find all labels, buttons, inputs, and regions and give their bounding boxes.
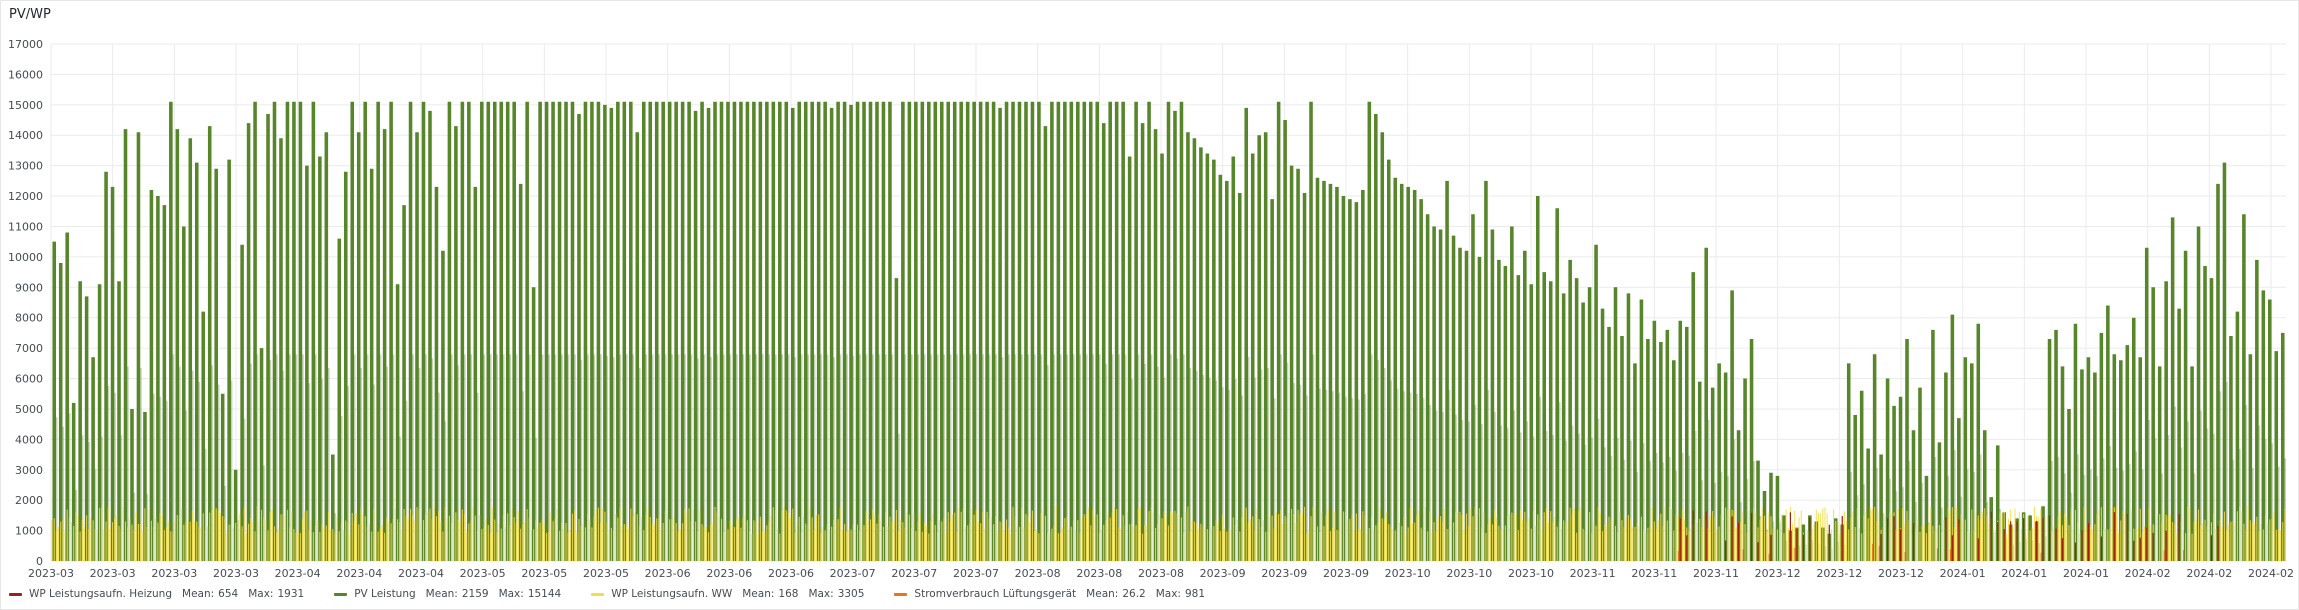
x-tick-label: 2024-02 [2248,567,2294,580]
legend-series-name: PV Leistung [354,588,416,600]
legend-max-label: Max: [248,588,274,600]
x-tick-label: 2023-12 [1816,567,1862,580]
y-tick-label: 13000 [8,160,43,173]
legend-max-label: Max: [498,588,524,600]
y-tick-label: 8000 [15,312,43,325]
legend-swatch [334,592,348,596]
x-tick-label: 2024-01 [2063,567,2109,580]
x-tick-label: 2023-07 [830,567,876,580]
x-tick-label: 2023-03 [213,567,259,580]
x-tick-label: 2024-01 [2001,567,2047,580]
legend-series-name: WP Leistungsaufn. WW [611,588,733,600]
legend-mean-label: Mean: [742,588,775,600]
y-tick-label: 10000 [8,251,43,264]
x-tick-label: 2023-05 [583,567,629,580]
x-tick-label: 2023-08 [1076,567,1122,580]
y-tick-label: 17000 [8,38,43,51]
x-tick-label: 2023-06 [706,567,752,580]
x-tick-label: 2023-10 [1508,567,1554,580]
y-tick-label: 2000 [15,494,43,507]
legend-max-label: Max: [808,588,834,600]
x-tick-label: 2024-01 [1940,567,1986,580]
chart-plot[interactable]: 0 1000 2000 3000 4000 5000 6000 7000 8000 9000 100… [1,1,2299,585]
x-tick-label: 2023-10 [1385,567,1431,580]
x-tick-label: 2024-02 [2125,567,2171,580]
y-tick-label: 12000 [8,190,43,203]
legend-swatch [9,592,22,596]
y-tick-label: 16000 [8,68,43,81]
series-pv-leistung [52,101,2287,561]
legend-mean-label: Mean: [425,588,458,600]
legend-max-value: 15144 [527,588,562,600]
y-tick-label: 11000 [8,220,43,233]
legend-item[interactable]: Stromverbrauch Lüftungsgerät Mean: 26.2 Max… [894,588,1215,600]
x-tick-label: 2023-07 [953,567,999,580]
x-tick-label: 2023-11 [1570,567,1616,580]
y-tick-label: 5000 [15,403,43,416]
x-tick-label: 2023-12 [1755,567,1801,580]
legend-max-value: 981 [1184,588,1206,600]
x-axis: 2023-03 2023-03 2023-03 2023-03 2023-04 2023-… [28,567,2294,580]
y-tick-label: 9000 [15,281,43,294]
y-tick-label: 14000 [8,129,43,142]
x-tick-label: 2023-09 [1261,567,1307,580]
y-tick-label: 1000 [15,525,43,538]
legend: WP Leistungsaufn. Heizung Mean: 654 Max: 193… [9,586,1235,602]
legend-swatch [591,592,605,596]
x-tick-label: 2023-11 [1631,567,1677,580]
legend-series-name: WP Leistungsaufn. Heizung [29,588,173,600]
legend-swatch [894,592,908,596]
legend-mean-value: 26.2 [1122,588,1146,600]
y-tick-label: 15000 [8,99,43,112]
legend-mean-value: 2159 [461,588,489,600]
legend-item[interactable]: WP Leistungsaufn. Heizung Mean: 654 Max: 193… [9,588,314,600]
legend-max-value: 3305 [837,588,865,600]
x-tick-label: 2023-04 [398,567,444,580]
y-tick-label: 7000 [15,342,43,355]
x-tick-label: 2023-06 [768,567,814,580]
x-tick-label: 2023-03 [151,567,197,580]
x-tick-label: 2023-11 [1693,567,1739,580]
legend-mean-label: Mean: [182,588,215,600]
x-tick-label: 2023-05 [460,567,506,580]
legend-mean-value: 654 [218,588,239,600]
x-tick-label: 2023-08 [1015,567,1061,580]
series-stromverbrauch-lueftungsgeraet [1677,543,2185,561]
x-tick-label: 2023-03 [90,567,136,580]
series-wp-leistungsaufn-ww [51,506,2286,561]
legend-series-name: Stromverbrauch Lüftungsgerät [914,588,1077,600]
x-tick-label: 2023-09 [1200,567,1246,580]
panel-title: PV/WP [9,7,51,22]
legend-max-value: 1931 [277,588,305,600]
legend-mean-label: Mean: [1086,588,1119,600]
x-tick-label: 2023-10 [1446,567,1492,580]
x-tick-label: 2023-06 [645,567,691,580]
y-tick-label: 0 [36,555,43,568]
x-tick-label: 2023-07 [891,567,937,580]
y-tick-label: 4000 [15,433,43,446]
legend-mean-value: 168 [778,588,799,600]
x-tick-label: 2023-05 [521,567,567,580]
series-wp-leistungsaufn-heizung [1679,510,2219,561]
x-tick-label: 2023-03 [28,567,74,580]
y-tick-label: 6000 [15,373,43,386]
x-tick-label: 2023-09 [1323,567,1369,580]
x-tick-label: 2023-08 [1138,567,1184,580]
x-tick-label: 2024-02 [2186,567,2232,580]
y-axis: 0 1000 2000 3000 4000 5000 6000 7000 8000 9000 100… [8,38,43,568]
legend-max-label: Max: [1155,588,1181,600]
x-tick-label: 2023-04 [336,567,382,580]
legend-item[interactable]: WP Leistungsaufn. WW Mean: 168 Max: 3305 [591,588,874,600]
x-tick-label: 2023-12 [1878,567,1924,580]
legend-item[interactable]: PV Leistung Mean: 2159 Max: 15144 [334,588,571,600]
y-tick-label: 3000 [15,464,43,477]
x-tick-label: 2023-04 [275,567,321,580]
